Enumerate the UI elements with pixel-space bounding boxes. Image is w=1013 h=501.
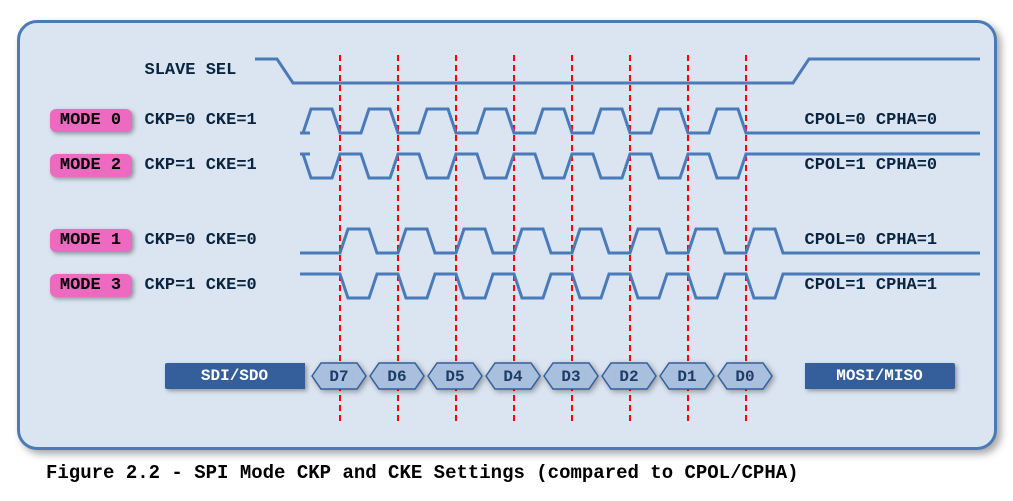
mode-left-2: CKP=0 CKE=0 — [145, 231, 257, 250]
mode-left-1: CKP=1 CKE=1 — [145, 156, 257, 175]
mode-right-0: CPOL=0 CPHA=0 — [805, 111, 938, 130]
svg-text:D6: D6 — [387, 368, 406, 386]
svg-text:D4: D4 — [503, 368, 523, 386]
mode-right-3: CPOL=1 CPHA=1 — [805, 276, 938, 295]
mosi-miso-box: MOSI/MISO — [805, 363, 955, 389]
mode-badge-0: MODE 0 — [50, 109, 132, 132]
svg-text:D5: D5 — [445, 368, 464, 386]
mode-right-2: CPOL=0 CPHA=1 — [805, 231, 938, 250]
timing-diagram-panel: D7 D6 D5 D4 D3 D2 D1 D0 SLAVE SEL MODE 0 CKP=0 CK… — [17, 20, 997, 450]
mode-badge-1: MODE 2 — [50, 154, 132, 177]
mode-badge-2: MODE 1 — [50, 229, 132, 252]
svg-text:D2: D2 — [619, 368, 638, 386]
mode-right-1: CPOL=1 CPHA=0 — [805, 156, 938, 175]
slave-sel-label: SLAVE SEL — [145, 61, 237, 80]
svg-text:D7: D7 — [329, 368, 348, 386]
svg-text:D3: D3 — [561, 368, 580, 386]
mode-left-3: CKP=1 CKE=0 — [145, 276, 257, 295]
sdi-sdo-box: SDI/SDO — [165, 363, 305, 389]
svg-text:D0: D0 — [735, 368, 754, 386]
mode-left-0: CKP=0 CKE=1 — [145, 111, 257, 130]
mode-badge-3: MODE 3 — [50, 274, 132, 297]
figure-caption: Figure 2.2 - SPI Mode CKP and CKE Settin… — [10, 462, 1003, 484]
svg-text:D1: D1 — [677, 368, 696, 386]
